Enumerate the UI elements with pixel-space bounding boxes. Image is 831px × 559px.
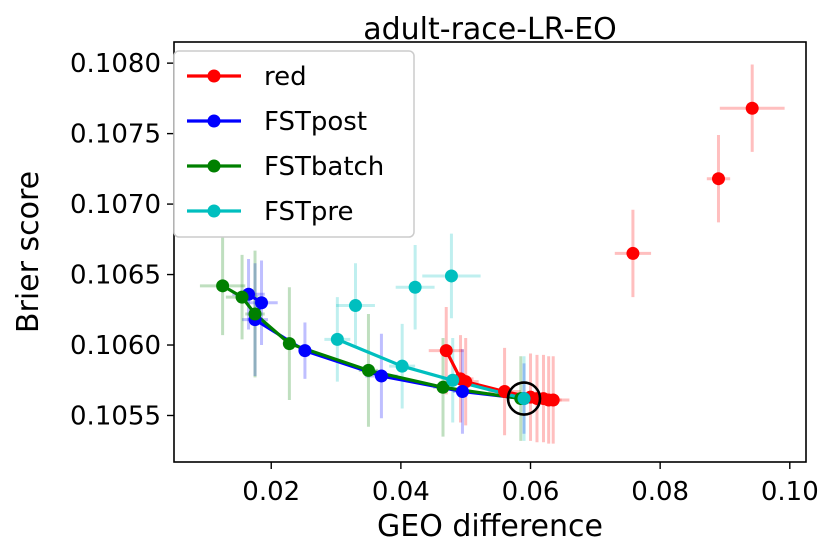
point-fstbatch-3 — [282, 337, 296, 351]
point-red-1 — [711, 172, 725, 186]
x-axis-title: GEO difference — [377, 509, 603, 544]
x-tick-label-0: 0.02 — [242, 477, 300, 507]
point-fstpost-5 — [455, 385, 469, 399]
point-fstbatch-1 — [235, 290, 249, 304]
plot-frame — [173, 41, 807, 463]
point-red-3 — [439, 344, 453, 358]
series-line-fstpre — [336, 337, 525, 401]
x-tick-label-4: 0.10 — [761, 477, 819, 507]
point-fstpre-1 — [408, 280, 422, 294]
point-fstbatch-5 — [436, 380, 450, 394]
y-tick-label-5: 0.1080 — [70, 49, 161, 79]
y-tick-label-0: 0.1055 — [70, 401, 161, 431]
point-red-11 — [546, 393, 560, 407]
legend-marker-red — [207, 69, 221, 83]
y-tick-label-1: 0.1060 — [70, 331, 161, 361]
series-markers — [216, 101, 759, 407]
y-tick-label-4: 0.1075 — [70, 120, 161, 150]
x-tick-label-1: 0.04 — [372, 477, 430, 507]
legend-marker-fstpre — [207, 204, 221, 218]
legend-marker-fstpost — [207, 114, 221, 128]
x-axis: 0.02 0.04 0.06 0.08 0.10 — [242, 462, 819, 507]
y-axis: 0.1055 0.1060 0.1065 0.1070 0.1075 0.1080 — [70, 49, 174, 431]
point-fstpost-3 — [298, 344, 312, 358]
legend-marker-fstbatch — [207, 159, 221, 173]
legend-label-fstpre: FSTpre — [264, 197, 354, 227]
y-tick-label-3: 0.1070 — [70, 190, 161, 220]
point-fstpre-0 — [444, 269, 458, 283]
y-tick-label-2: 0.1065 — [70, 261, 161, 291]
point-red-2 — [626, 246, 640, 260]
chart-title: adult-race-LR-EO — [363, 12, 617, 47]
point-fstpre-2 — [348, 299, 362, 313]
point-fstpost-4 — [374, 369, 388, 383]
highlight-circle — [506, 381, 542, 416]
point-fstbatch-0 — [216, 279, 230, 293]
point-fstpost-1 — [255, 296, 269, 310]
point-fstpre-4 — [395, 359, 409, 373]
legend-label-red: red — [264, 62, 307, 92]
x-tick-label-3: 0.08 — [631, 477, 689, 507]
legend-label-fstbatch: FSTbatch — [264, 152, 384, 182]
x-tick-label-2: 0.06 — [502, 477, 560, 507]
point-fstbatch-4 — [361, 363, 375, 377]
legend-box — [173, 50, 415, 238]
point-fstbatch-2 — [248, 307, 262, 321]
point-fstpre-6 — [517, 392, 531, 406]
point-red-0 — [745, 101, 759, 115]
point-fstpre-3 — [330, 332, 344, 346]
point-red-5 — [459, 375, 473, 389]
legend-label-fstpost: FSTpost — [264, 107, 367, 137]
point-fstpre-5 — [446, 373, 460, 387]
legend: red FSTpost FSTbatch FSTpre — [173, 50, 415, 238]
y-axis-title: Brier score — [11, 171, 46, 333]
highlight-layer — [506, 381, 542, 416]
